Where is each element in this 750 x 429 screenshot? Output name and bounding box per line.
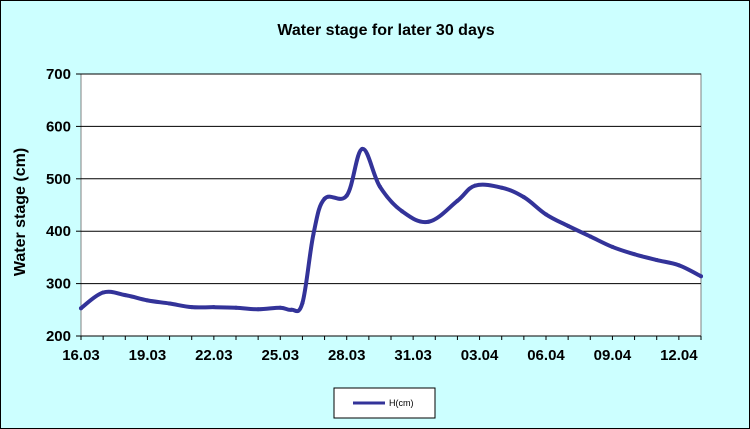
data-point <box>377 184 382 189</box>
y-tick-label: 400 <box>46 223 71 240</box>
data-point <box>256 307 261 312</box>
data-point <box>588 234 593 239</box>
x-tick-label: 25.03 <box>262 347 300 364</box>
data-point <box>344 193 349 198</box>
y-tick-label: 500 <box>46 171 71 188</box>
data-point <box>311 231 316 236</box>
x-tick-label: 06.04 <box>527 347 565 364</box>
data-point <box>145 298 150 303</box>
x-tick-label: 03.04 <box>461 347 499 364</box>
data-point <box>289 307 294 312</box>
data-point <box>300 300 305 305</box>
x-tick-label: 28.03 <box>328 347 366 364</box>
data-point <box>544 212 548 217</box>
data-point <box>473 183 478 188</box>
data-point <box>676 263 681 268</box>
data-point <box>566 223 571 228</box>
data-point <box>322 196 327 201</box>
data-point <box>189 305 194 310</box>
data-point <box>278 305 283 310</box>
data-point <box>455 198 460 203</box>
data-point <box>211 305 216 310</box>
x-tick-label: 22.03 <box>195 347 233 364</box>
data-point <box>426 219 431 224</box>
data-point <box>167 301 172 306</box>
data-point <box>654 258 659 263</box>
data-point <box>521 195 526 200</box>
y-tick-label: 200 <box>46 328 71 345</box>
data-point <box>123 293 128 298</box>
y-tick-label: 600 <box>46 118 71 135</box>
data-point <box>632 252 637 257</box>
y-tick-label: 300 <box>46 276 71 293</box>
plot-area <box>80 73 702 337</box>
data-point <box>360 146 365 151</box>
y-tick-label: 700 <box>46 66 71 83</box>
data-point <box>699 274 703 279</box>
x-tick-label: 19.03 <box>129 347 167 364</box>
x-axis-ticks: 16.03 19.03 22.03 25.03 28.03 31.03 03.04 06.04… <box>62 336 702 364</box>
y-axis-ticks: 200 300 400 500 600 700 <box>46 66 81 345</box>
x-tick-label: 31.03 <box>394 347 432 364</box>
x-tick-label: 16.03 <box>62 347 100 364</box>
data-point <box>234 305 238 310</box>
data-point <box>101 290 106 295</box>
data-point <box>610 244 615 249</box>
legend: H(cm) <box>333 387 436 419</box>
data-point <box>79 306 83 311</box>
legend-label: H(cm) <box>389 398 414 408</box>
series-group <box>79 146 703 314</box>
x-tick-label: 09.04 <box>594 347 632 364</box>
y-axis-label: Water stage (cm) <box>12 148 29 276</box>
x-tick-label: 12.04 <box>660 347 698 364</box>
data-point <box>499 185 504 190</box>
data-point <box>400 209 405 214</box>
chart-title: Water stage for later 30 days <box>277 22 494 39</box>
